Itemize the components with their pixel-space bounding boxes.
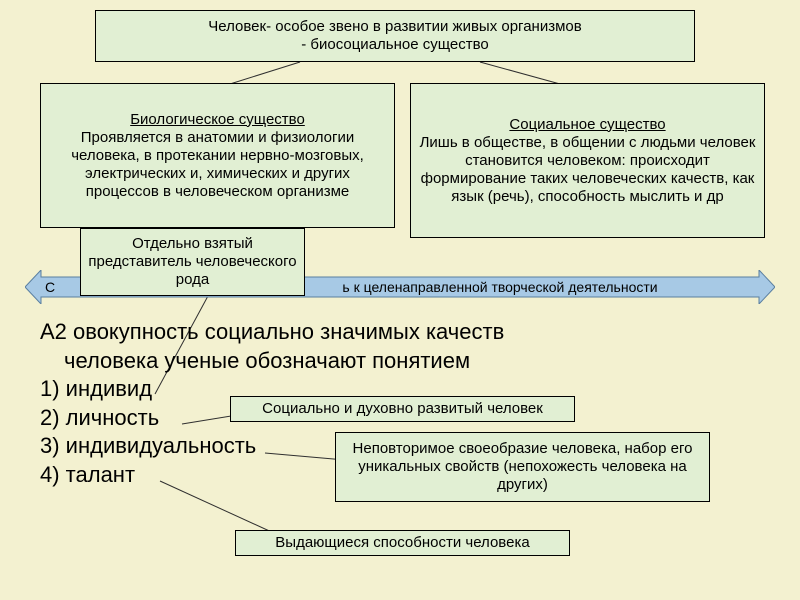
- top-line2: - биосоциальное существо: [301, 36, 489, 54]
- question-stem2: человека ученые обозначают понятием: [40, 347, 680, 376]
- annot-uniqueness: Неповторимое своеобразие человека, набор…: [335, 432, 710, 502]
- soc-body: Лишь в обществе, в общении с людьми чело…: [419, 134, 756, 206]
- bio-heading: Биологическое существо: [130, 111, 305, 129]
- annot-social: Социально и духовно развитый человек: [230, 396, 575, 422]
- question-stem1: А2 овокупность социально значимых качест…: [40, 318, 680, 347]
- soc-box: Социальное существо Лишь в обществе, в о…: [410, 83, 765, 238]
- annot-talent: Выдающиеся способности человека: [235, 530, 570, 556]
- bio-box: Биологическое существо Проявляется в ана…: [40, 83, 395, 228]
- bio-body: Проявляется в анатомии и физиологии чело…: [49, 129, 386, 201]
- top-line1: Человек- особое звено в развитии живых о…: [208, 18, 581, 36]
- arrow-left-glyph: С: [45, 279, 55, 295]
- soc-heading: Социальное существо: [509, 116, 665, 134]
- top-concept-box: Человек- особое звено в развитии живых о…: [95, 10, 695, 62]
- arrow-label: ь к целенаправленной творческой деятельн…: [142, 279, 657, 295]
